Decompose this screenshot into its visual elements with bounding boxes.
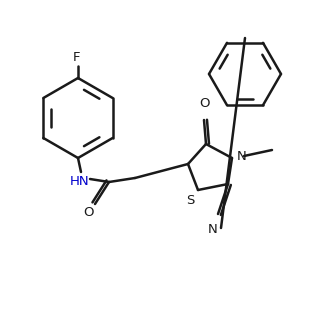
Text: F: F (73, 51, 81, 64)
Text: O: O (84, 205, 94, 219)
Text: S: S (186, 194, 194, 206)
Text: HN: HN (70, 175, 90, 188)
Text: N: N (208, 223, 218, 236)
Text: N: N (237, 149, 247, 163)
Text: O: O (199, 97, 209, 110)
